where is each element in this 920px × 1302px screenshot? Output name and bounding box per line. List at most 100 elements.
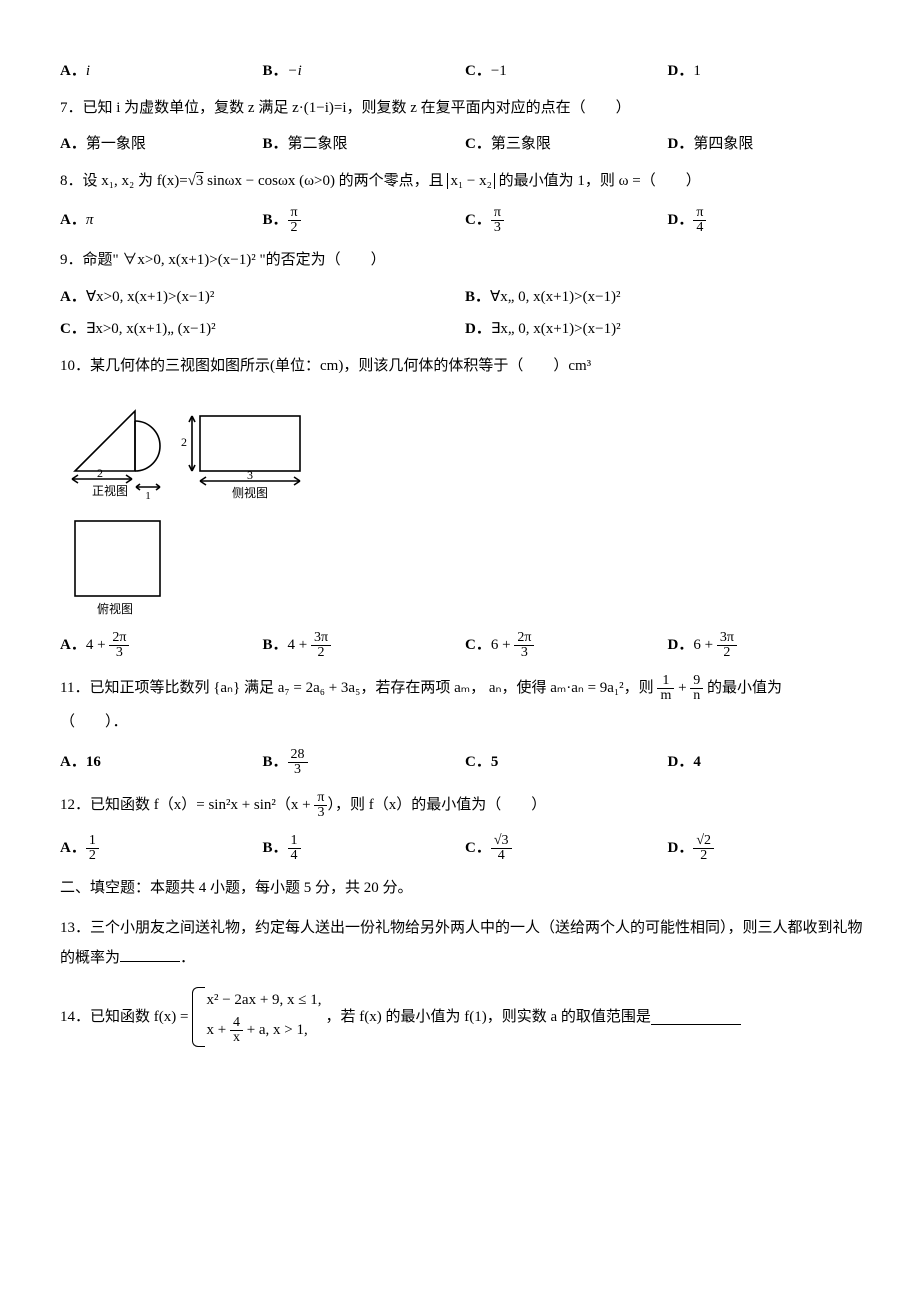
fill-blank — [651, 1009, 741, 1025]
option-b: B．第二象限 — [263, 133, 466, 156]
opt-frac: 12 — [86, 834, 99, 863]
question-text: 命题" ∀x>0, x(x+1)>(x−1)² "的否定为（ ） — [83, 252, 386, 268]
frac-den: n — [690, 689, 703, 703]
opt-frac: 3π2 — [311, 631, 331, 660]
q11-prefix: 已知正项等比数列 {aₙ} 满足 a₇ = 2a₆ + 3a₅，若存在两项 aₘ… — [89, 680, 657, 696]
opt-value: −1 — [491, 63, 507, 79]
frac-num: 28 — [288, 748, 308, 763]
frac-den: 3 — [491, 221, 504, 235]
opt-label: A． — [60, 289, 86, 305]
option-c: C．−1 — [465, 60, 668, 83]
opt-value: 16 — [86, 754, 101, 770]
option-b: B．π2 — [263, 206, 466, 235]
fill-blank — [120, 946, 180, 962]
question-number: 14． — [60, 1006, 90, 1029]
question-number: 9． — [60, 252, 83, 268]
frac-den: x — [230, 1031, 243, 1045]
frac-den: 4 — [693, 221, 706, 235]
q10-figure: 2 1 正视图 2 3 侧视图 俯视图 — [60, 391, 870, 621]
q14: 14．已知函数 f(x) = x² − 2ax + 9, x ≤ 1, x + … — [60, 987, 870, 1047]
opt-frac: π3 — [491, 206, 504, 235]
q12-options: A．12 B．14 C．√34 D．√22 — [60, 834, 870, 863]
frac-den: 3 — [288, 763, 308, 777]
opt-value: 第四象限 — [693, 136, 753, 152]
piecewise-brace: x² − 2ax + 9, x ≤ 1, x + 4x + a, x > 1, — [192, 987, 321, 1047]
q11-tail: （ ）． — [60, 711, 870, 734]
svg-text:3: 3 — [247, 468, 253, 482]
option-b: B．14 — [263, 834, 466, 863]
opt-label: C． — [465, 754, 491, 770]
q8-prefix: 设 x₁, x₂ 为 f(x)= — [83, 173, 188, 189]
frac-den: 2 — [311, 646, 331, 660]
opt-label: B． — [263, 136, 288, 152]
opt-label: C． — [465, 637, 491, 653]
opt-value: π — [86, 212, 94, 228]
section2-text: 二、填空题：本题共 4 小题，每小题 5 分，共 20 分。 — [60, 880, 413, 896]
case2: x + 4x + a, x > 1, — [206, 1014, 321, 1047]
frac-num: √3 — [491, 834, 512, 849]
question-number: 12． — [60, 796, 90, 812]
frac-num: π — [693, 206, 706, 221]
option-a: A．16 — [60, 751, 263, 774]
opt-label: C． — [60, 321, 86, 337]
q11-frac1: 1m — [657, 674, 674, 703]
q9: 9．命题" ∀x>0, x(x+1)>(x−1)² "的否定为（ ） — [60, 249, 870, 272]
opt-label: D． — [668, 212, 694, 228]
question-number: 11． — [60, 680, 89, 696]
option-c: C．6 + 2π3 — [465, 631, 668, 660]
opt-value: 第二象限 — [288, 136, 348, 152]
question-text: 某几何体的三视图如图所示(单位：cm)，则该几何体的体积等于（ ）cm³ — [90, 358, 591, 374]
question-number: 7． — [60, 100, 83, 116]
opt-frac: 283 — [288, 748, 308, 777]
svg-text:2: 2 — [181, 435, 187, 449]
opt-value: −i — [288, 63, 302, 79]
question-number: 10． — [60, 358, 90, 374]
opt-label: A． — [60, 839, 86, 855]
option-a: A．∀x>0, x(x+1)>(x−1)² — [60, 286, 465, 309]
opt-frac: 2π3 — [514, 631, 534, 660]
opt-label: C． — [465, 136, 491, 152]
frac-den: 2 — [717, 646, 737, 660]
q6-options: A．i B．−i C．−1 D．1 — [60, 60, 870, 83]
option-c: C．√34 — [465, 834, 668, 863]
frac-num: √2 — [693, 834, 714, 849]
opt-label: B． — [263, 637, 288, 653]
frac-num: 9 — [690, 674, 703, 689]
option-c: C．π3 — [465, 206, 668, 235]
frac-den: 3 — [514, 646, 534, 660]
frac-num: 3π — [311, 631, 331, 646]
q14-middle: ，若 f(x) 的最小值为 f(1)，则实数 a 的取值范围是 — [326, 1006, 651, 1029]
option-d: D．∃x„ 0, x(x+1)>(x−1)² — [465, 318, 870, 341]
frac-num: π — [288, 206, 301, 221]
frac-num: 1 — [657, 674, 674, 689]
opt-label: D． — [668, 754, 694, 770]
opt-value: 4 — [693, 754, 701, 770]
q8-options: A．π B．π2 C．π3 D．π4 — [60, 206, 870, 235]
frac-den: 2 — [693, 849, 714, 863]
q8-abs: x₁ − x₂ — [447, 173, 494, 189]
q12-suffix: ），则 f（x）的最小值为（ ） — [327, 796, 546, 812]
q7: 7．已知 i 为虚数单位，复数 z 满足 z·(1−i)=i，则复数 z 在复平… — [60, 97, 870, 120]
question-number: 13． — [60, 920, 90, 936]
opt-label: B． — [263, 753, 288, 769]
q14-prefix: 已知函数 f(x) = — [90, 1006, 188, 1029]
case2-frac: 4x — [230, 1016, 243, 1045]
frac-num: π — [491, 206, 504, 221]
ce-label: 侧视图 — [232, 485, 268, 500]
opt-label: B． — [465, 289, 490, 305]
opt-frac: 14 — [288, 834, 301, 863]
q11-tail-text: （ ）． — [60, 714, 128, 730]
q8-suffix: 的最小值为 1，则 ω =（ ） — [495, 173, 701, 189]
frac-den: m — [657, 689, 674, 703]
opt-label: A． — [60, 754, 86, 770]
case1: x² − 2ax + 9, x ≤ 1, — [206, 987, 321, 1014]
svg-text:1: 1 — [145, 490, 151, 502]
q10-options: A．4 + 2π3 B．4 + 3π2 C．6 + 2π3 D．6 + 3π2 — [60, 631, 870, 660]
q9-options2: C．∃x>0, x(x+1)„ (x−1)² D．∃x„ 0, x(x+1)>(… — [60, 318, 870, 341]
frac-den: 2 — [86, 849, 99, 863]
opt-value: 第一象限 — [86, 136, 146, 152]
q12-prefix: 已知函数 f（x）= sin²x + sin²（x + — [90, 796, 314, 812]
frac-num: 2π — [514, 631, 534, 646]
q10: 10．某几何体的三视图如图所示(单位：cm)，则该几何体的体积等于（ ）cm³ — [60, 355, 870, 378]
opt-label: A． — [60, 637, 86, 653]
